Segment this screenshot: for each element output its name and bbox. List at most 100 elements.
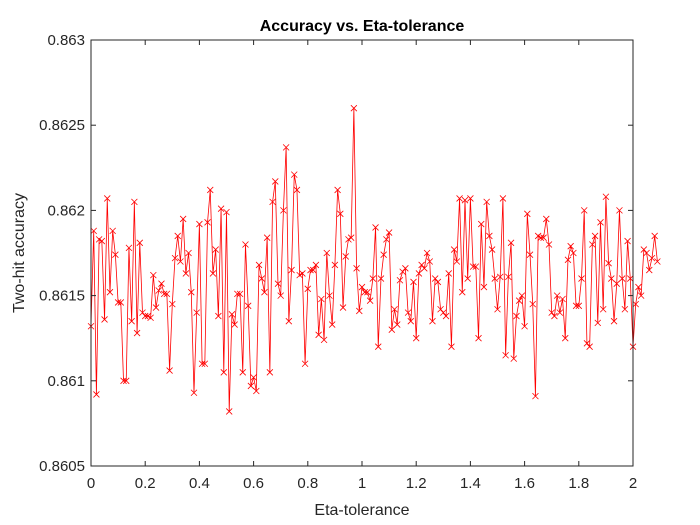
data-point-marker: [399, 268, 406, 276]
x-tick-label: 1: [358, 475, 366, 492]
y-axis-label: Two-hit accuracy: [11, 193, 28, 313]
data-point-marker: [290, 171, 298, 178]
data-point-marker: [567, 242, 574, 250]
data-point-marker: [513, 312, 520, 320]
data-point-marker: [480, 283, 488, 291]
data-point-marker: [589, 241, 596, 248]
data-point-marker: [133, 329, 141, 337]
data-point-marker: [404, 309, 412, 316]
x-tick-label: 0: [87, 475, 95, 492]
data-point-marker: [160, 290, 168, 298]
series-layer: [87, 104, 661, 415]
data-point-marker: [553, 292, 561, 299]
data-point-marker: [545, 241, 553, 248]
data-point-marker: [450, 246, 458, 253]
data-point-marker: [253, 387, 260, 395]
data-point-marker: [112, 251, 119, 258]
data-point-marker: [559, 295, 566, 303]
data-point-marker: [187, 288, 195, 296]
data-point-marker: [580, 207, 588, 214]
x-tick-label: 2: [629, 475, 637, 492]
data-point-marker: [583, 340, 591, 347]
x-tick-label: 1.6: [514, 475, 535, 492]
data-point-marker: [491, 275, 499, 282]
data-point-marker: [412, 334, 420, 342]
data-point-marker: [494, 305, 501, 313]
data-point-marker: [166, 367, 173, 374]
data-point-marker: [364, 288, 371, 296]
data-point-marker: [269, 198, 276, 206]
data-point-marker: [361, 288, 368, 296]
data-point-marker: [209, 270, 217, 277]
data-point-marker: [542, 215, 550, 223]
data-point-marker: [315, 331, 322, 339]
data-point-marker: [526, 251, 534, 258]
data-point-marker: [621, 305, 629, 313]
data-point-marker: [477, 220, 485, 228]
data-point-marker: [486, 232, 493, 240]
data-point-marker: [307, 266, 314, 274]
data-point-marker: [645, 266, 653, 274]
data-point-marker: [648, 254, 656, 262]
x-tick-label: 1.2: [406, 475, 427, 492]
data-point-marker: [380, 251, 387, 258]
data-point-marker: [293, 186, 301, 194]
data-point-marker: [377, 275, 385, 282]
data-point-marker: [654, 258, 661, 265]
data-point-marker: [385, 229, 393, 236]
series-line: [90, 108, 658, 412]
data-point-marker: [632, 300, 639, 308]
data-point-marker: [561, 334, 569, 342]
data-point-marker: [282, 144, 290, 151]
data-point-marker: [618, 275, 626, 282]
data-point-marker: [342, 253, 350, 260]
data-point-marker: [627, 275, 634, 282]
data-point-marker: [402, 265, 409, 272]
y-tick-label: 0.8625: [39, 117, 85, 134]
data-point-marker: [263, 234, 271, 241]
data-point-marker: [556, 309, 564, 316]
data-point-marker: [301, 360, 309, 368]
data-point-marker: [570, 249, 577, 257]
data-point-marker: [150, 271, 157, 279]
data-point-marker: [453, 258, 461, 265]
data-point-marker: [426, 258, 434, 265]
data-point-marker: [277, 292, 284, 299]
data-point-marker: [236, 290, 244, 298]
data-point-marker: [228, 311, 236, 318]
data-point-marker: [312, 261, 320, 269]
data-point-marker: [120, 377, 127, 385]
y-tick-label: 0.862: [47, 202, 85, 219]
data-point-marker: [578, 275, 585, 282]
data-point-marker: [169, 300, 176, 308]
data-point-marker: [437, 305, 444, 313]
data-point-marker: [369, 275, 377, 282]
data-point-marker: [244, 302, 252, 310]
data-point-marker: [410, 278, 417, 286]
data-point-marker: [171, 254, 179, 262]
data-point-marker: [128, 317, 135, 325]
data-point-marker: [434, 278, 442, 286]
data-point-marker: [347, 234, 355, 241]
data-point-marker: [524, 210, 531, 218]
data-point-marker: [599, 305, 607, 313]
data-point-marker: [242, 241, 249, 248]
data-point-marker: [496, 273, 504, 281]
data-point-marker: [640, 246, 648, 253]
x-tick-label: 0.6: [243, 475, 264, 492]
data-point-marker: [280, 207, 287, 214]
data-point-marker: [602, 193, 610, 201]
data-point-marker: [651, 232, 658, 240]
data-point-marker: [201, 360, 209, 368]
data-point-marker: [440, 309, 447, 316]
data-point-marker: [461, 196, 469, 204]
data-point-marker: [212, 246, 219, 253]
data-point-marker: [532, 392, 539, 400]
data-point-marker: [391, 305, 398, 313]
data-point-marker: [442, 312, 450, 320]
data-point-marker: [103, 195, 111, 202]
data-point-marker: [193, 309, 200, 316]
data-point-marker: [158, 280, 165, 287]
data-point-marker: [190, 389, 198, 397]
